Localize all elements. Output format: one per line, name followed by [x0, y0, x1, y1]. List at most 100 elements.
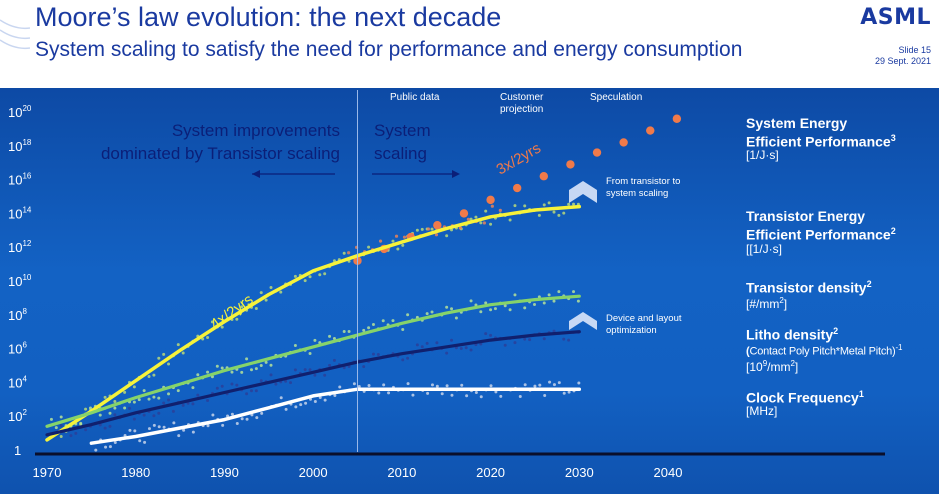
scatter-dot: [513, 341, 517, 345]
scatter-dot: [479, 221, 483, 225]
scatter-dot: [402, 235, 407, 239]
scatter-dot: [474, 390, 478, 394]
annotation-left-2: dominated by Transistor scaling: [101, 144, 340, 163]
scatter-dot: [279, 396, 283, 400]
scatter-dot: [196, 373, 200, 377]
chart-background: [0, 88, 939, 494]
annotation-right-1: System: [374, 121, 431, 140]
scatter-dot: [484, 301, 488, 305]
scatter-dot: [490, 204, 494, 208]
scatter-dot: [152, 414, 156, 418]
y-tick-label: 1: [14, 443, 21, 458]
scatter-dot: [132, 400, 136, 404]
scatter-dot: [138, 439, 142, 443]
scatter-dot: [328, 363, 332, 367]
scatter-dot: [396, 247, 400, 251]
legend-litho-density: Litho density2: [746, 324, 838, 343]
scatter-dot: [171, 409, 175, 413]
x-tick-label: 2040: [654, 465, 683, 480]
scatter-dot: [499, 394, 503, 398]
scatter-dot: [459, 346, 463, 350]
scatter-dot: [230, 412, 234, 416]
scatter-dot: [415, 228, 419, 232]
scatter-dot: [415, 343, 419, 347]
scatter-dot: [254, 367, 258, 371]
scatter-dot: [104, 445, 108, 449]
scatter-dot: [489, 308, 493, 312]
system-dot: [592, 148, 602, 157]
scatter-dot: [254, 306, 258, 310]
annotation-left-1: System improvements: [172, 121, 340, 140]
legend-ld-unit-sup1: 9: [762, 359, 768, 368]
scatter-dot: [513, 293, 517, 297]
series-line-4: [89, 387, 582, 445]
legend-system-line2-text: Efficient Performance: [746, 133, 891, 150]
scatter-dot: [406, 382, 410, 386]
scatter-dot: [143, 440, 147, 444]
scatter-dot: [376, 352, 380, 356]
scatter-dot: [435, 341, 439, 345]
scatter-dot: [245, 417, 249, 421]
scatter-dot: [269, 285, 273, 289]
scatter-dots: [49, 201, 581, 452]
scatter-dot: [167, 392, 171, 396]
scatter-dot: [323, 398, 327, 402]
scatter-dot: [303, 279, 307, 283]
scatter-dot: [465, 394, 469, 398]
scatter-dot: [313, 338, 317, 342]
scatter-dot: [167, 398, 171, 402]
page-title: Moore’s law evolution: the next decade: [35, 2, 502, 32]
scatter-dot: [88, 406, 92, 410]
scatter-dot: [378, 239, 383, 243]
decorative-wave: [0, 19, 30, 50]
legend-ld-text: Litho density: [746, 326, 834, 343]
scatter-dot: [269, 373, 273, 377]
legend-tee-line2-text: Efficient Performance: [746, 226, 891, 243]
system-dot: [646, 126, 655, 135]
scatter-dot: [426, 227, 431, 231]
scatter-dot: [157, 425, 161, 429]
scatter-dot: [548, 380, 552, 384]
scatter-dot: [240, 370, 244, 374]
scatter-dot: [132, 385, 136, 389]
scatter-dot: [147, 427, 151, 431]
legend-td-unit-post: ]: [783, 297, 788, 311]
legend-transistor-energy: Transistor Energy Efficient Performance2: [746, 209, 896, 243]
scatter-dot: [391, 239, 395, 243]
scatter-dot: [142, 389, 146, 393]
scatter-dot: [210, 320, 214, 324]
scatter-dot: [547, 201, 551, 205]
system-dot: [672, 114, 682, 123]
annotation-right-2: scaling: [374, 144, 427, 163]
scatter-dot: [94, 448, 98, 452]
scatter-dot: [458, 226, 463, 230]
scatter-dot: [318, 273, 322, 277]
legend-tee-sup: 2: [890, 226, 896, 236]
system-dot: [459, 209, 469, 218]
scatter-dot: [382, 383, 386, 387]
scatter-dot: [206, 370, 210, 374]
scatter-dot: [59, 415, 63, 419]
scatter-dot: [454, 316, 458, 320]
scatter-dot: [249, 368, 253, 372]
scatter-dot: [113, 406, 117, 410]
scatter-dot: [401, 358, 405, 362]
scatter-dot: [552, 210, 556, 214]
scatter-dot: [513, 204, 517, 208]
scatter-dot: [381, 319, 385, 323]
right-arrow-icon: [372, 170, 460, 178]
x-tick-label: 2000: [299, 465, 328, 480]
scatter-dot: [235, 383, 239, 387]
scatter-dot: [523, 383, 527, 387]
series-line-1: [45, 204, 582, 442]
scatter-dot: [269, 363, 273, 367]
scatter-dot: [167, 362, 171, 366]
scatter-dot: [498, 208, 502, 212]
scatter-dot: [445, 384, 449, 388]
scatter-dot: [547, 293, 551, 297]
scatter-dot: [347, 329, 351, 333]
scatter-dot: [394, 234, 399, 238]
scatter-dot: [98, 423, 102, 427]
legend-transistor-density: Transistor density2: [746, 277, 872, 296]
scatter-dot: [342, 251, 346, 255]
